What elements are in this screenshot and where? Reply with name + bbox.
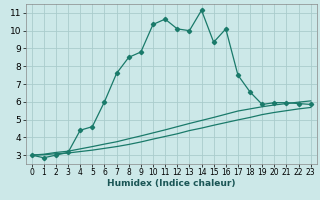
X-axis label: Humidex (Indice chaleur): Humidex (Indice chaleur) [107, 179, 236, 188]
